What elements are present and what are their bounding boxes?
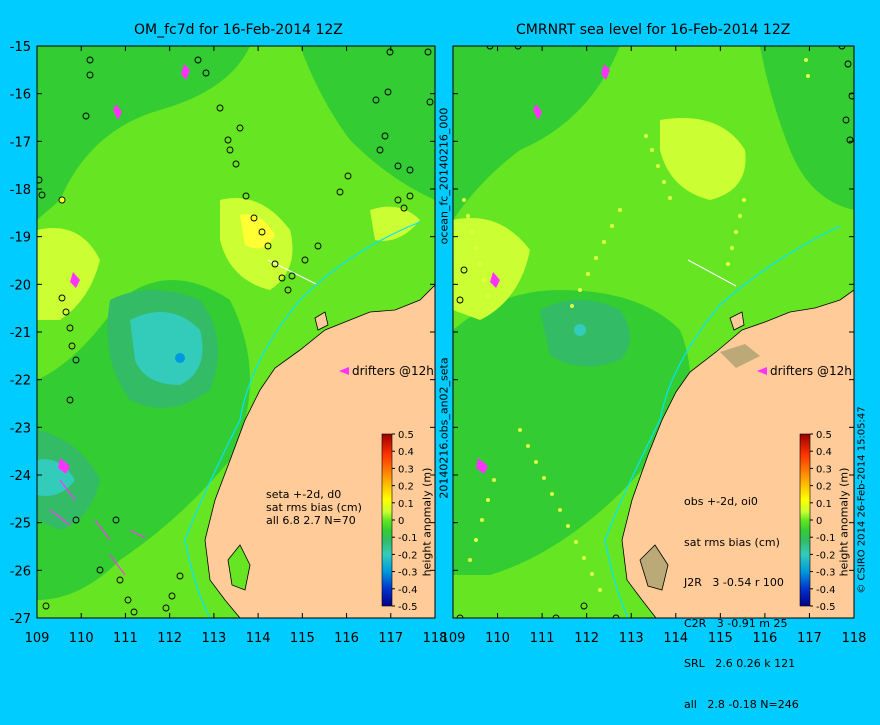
colorbar-tick-label: 0.5 — [816, 430, 832, 441]
colorbar-tick-label: 0.4 — [816, 447, 832, 458]
colorbar-tick-label: 0.3 — [816, 464, 832, 475]
credit-label: © CSIRO 2014 26-Feb-2014 15:05:47 — [856, 406, 868, 594]
colorbar-tick-label: -0.3 — [816, 568, 836, 579]
colorbar-tick-label: -0.4 — [398, 585, 418, 596]
colorbar-tick-label: 0 — [398, 516, 404, 527]
x-tick-label: 116 — [752, 631, 777, 646]
x-tick-label: 112 — [157, 631, 182, 646]
y-tick-label: -24 — [10, 469, 31, 484]
y-tick-label: -18 — [10, 183, 31, 198]
right-colorbar-label: height anomaly (m) — [837, 467, 851, 577]
y-tick-label: -15 — [10, 40, 31, 55]
x-tick-label: 110 — [69, 631, 94, 646]
x-tick-label: 112 — [574, 631, 599, 646]
right-colorbar — [799, 433, 811, 607]
colorbar-tick-label: -0.4 — [816, 585, 836, 596]
right-map — [453, 46, 854, 618]
x-tick-label: 115 — [290, 631, 315, 646]
map-figure: 109 110 111 112 113 114 115 116 117 118 -15 -16 -17 -… — [10, 40, 867, 646]
left-stats: seta +-2d, d0 sat rms bias (cm) all 6.8 … — [266, 488, 362, 527]
x-tick-label: 116 — [334, 631, 359, 646]
right-drifters-label: drifters @12h — [770, 364, 852, 378]
y-tick-label: -17 — [10, 135, 31, 150]
x-tick-label: 118 — [842, 631, 867, 646]
colorbar-tick-label: 0.2 — [816, 482, 832, 493]
colorbar-tick-label: 0.1 — [816, 499, 832, 510]
x-tick-label: 114 — [246, 631, 271, 646]
colorbar-tick-label: -0.1 — [398, 533, 418, 544]
y-tick-label: -25 — [10, 517, 31, 532]
colorbar-tick-label: 0.4 — [398, 447, 414, 458]
x-tick-label: 118 — [423, 631, 448, 646]
colorbar-tick-label: -0.2 — [398, 550, 418, 561]
left-panel-title: OM_fc7d for 16-Feb-2014 12Z — [134, 22, 343, 38]
y-tick-label: -26 — [10, 564, 31, 579]
x-tick-label: 117 — [797, 631, 822, 646]
x-tick-label: 110 — [485, 631, 510, 646]
y-tick-label: -16 — [10, 88, 31, 103]
left-colorbar-label: height anomaly (m) — [420, 467, 434, 577]
colorbar-tick-label: 0.5 — [398, 430, 414, 441]
colorbar-tick-label: -0.2 — [816, 550, 836, 561]
left-colorbar — [381, 433, 393, 607]
x-tick-label: 113 — [619, 631, 644, 646]
x-tick-label: 114 — [663, 631, 688, 646]
y-tick-label: -20 — [10, 278, 31, 293]
middle-vertical-label-top: ocean_fc_20140216_000 — [437, 107, 451, 245]
left-drifters-label: drifters @12h — [352, 364, 434, 378]
colorbar-tick-label: -0.1 — [816, 533, 836, 544]
x-tick-label: 111 — [113, 631, 138, 646]
right-stats-line: obs +-2d, oi0 — [684, 495, 758, 508]
right-panel-title: CMRNRT sea level for 16-Feb-2014 12Z — [516, 22, 791, 38]
y-tick-label: -27 — [10, 612, 31, 627]
y-tick-label: -21 — [10, 326, 31, 341]
colorbar-tick-label: 0.1 — [398, 499, 414, 510]
left-stats-line: all 6.8 2.7 N=70 — [266, 514, 356, 527]
middle-vertical-label: 20140216.obs_an02_seta — [437, 357, 451, 499]
colorbar-tick-label: 0.3 — [398, 464, 414, 475]
x-tick-label: 113 — [201, 631, 226, 646]
x-tick-label: 111 — [530, 631, 555, 646]
colorbar-tick-label: 0.2 — [398, 482, 414, 493]
x-tick-label: 115 — [708, 631, 733, 646]
colorbar-tick-label: 0 — [816, 516, 822, 527]
right-stats-line: SRL 2.6 0.26 k 121 — [684, 657, 796, 670]
right-stats-line: C2R 3 -0.91 m 25 — [684, 616, 788, 630]
left-map — [37, 46, 435, 618]
colorbar-tick-label: -0.5 — [816, 602, 836, 613]
y-tick-label: -22 — [10, 374, 31, 389]
x-tick-label: 109 — [441, 631, 466, 646]
y-tick-label: -23 — [10, 421, 31, 436]
right-stats-line: J2R 3 -0.54 r 100 — [684, 576, 784, 589]
right-stats-line: all 2.8 -0.18 N=246 — [684, 697, 799, 711]
left-stats-line: sat rms bias (cm) — [266, 501, 362, 514]
y-tick-label: -19 — [10, 231, 31, 246]
x-tick-label: 117 — [378, 631, 403, 646]
x-tick-label: 109 — [25, 631, 50, 646]
colorbar-tick-label: -0.3 — [398, 568, 418, 579]
colorbar-tick-label: -0.5 — [398, 602, 418, 613]
left-stats-line: seta +-2d, d0 — [266, 488, 342, 501]
right-stats-line: sat rms bias (cm) — [684, 535, 780, 549]
right-stats: obs +-2d, oi0 sat rms bias (cm) J2R 3 -0… — [684, 468, 799, 725]
